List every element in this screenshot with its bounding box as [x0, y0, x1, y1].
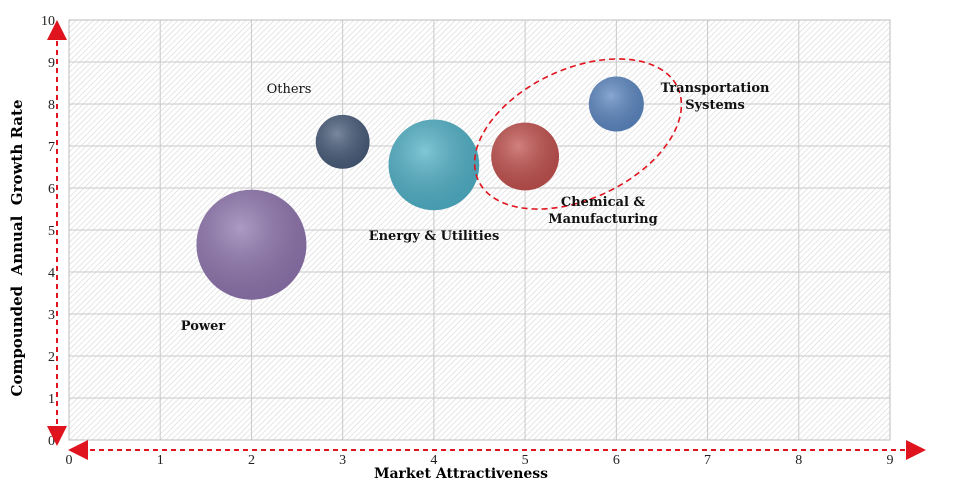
y-tick-label: 8	[48, 98, 55, 113]
y-axis-ticks: 0 1 2 3 4 5 6 7 8 9 10	[41, 14, 55, 449]
x-tick-label: 7	[704, 453, 711, 468]
y-tick-label: 7	[48, 140, 55, 155]
bubble-labels: Power Others Energy & Utilities Chemical & M…	[181, 81, 770, 334]
label-power: Power	[181, 319, 226, 334]
x-axis-title: Market Attractiveness	[374, 466, 548, 482]
label-energy-utilities: Energy & Utilities	[369, 229, 500, 244]
label-chemical-manufacturing: Manufacturing	[548, 212, 657, 227]
x-tick-label: 5	[522, 453, 529, 468]
x-tick-label: 8	[795, 453, 802, 468]
bubble-energy-utilities	[388, 119, 480, 211]
bubble-transportation-systems	[588, 76, 644, 132]
y-tick-label: 2	[48, 350, 55, 365]
y-tick-label: 4	[48, 266, 55, 281]
y-tick-label: 5	[48, 224, 55, 239]
label-chemical-manufacturing: Chemical &	[561, 195, 646, 210]
x-axis-ticks: 0 1 2 3 4 5 6 7 8 9	[66, 453, 894, 468]
x-tick-label: 2	[248, 453, 255, 468]
bubble-power	[196, 189, 307, 300]
y-tick-label: 6	[48, 182, 55, 197]
label-transportation-systems: Transportation	[661, 81, 770, 96]
x-tick-label: 6	[613, 453, 620, 468]
x-tick-label: 9	[887, 453, 894, 468]
y-tick-label: 1	[48, 392, 55, 407]
x-tick-label: 4	[430, 453, 437, 468]
y-tick-label: 10	[41, 14, 55, 29]
y-axis-title: Compounded Annual Growth Rate	[8, 100, 26, 397]
x-tick-label: 1	[157, 453, 164, 468]
y-tick-label: 0	[48, 434, 55, 449]
y-tick-label: 3	[48, 308, 55, 323]
label-transportation-systems: Systems	[685, 98, 745, 113]
bubble-others	[315, 114, 370, 169]
x-tick-label: 3	[339, 453, 346, 468]
x-tick-label: 0	[66, 453, 73, 468]
highlight-ellipse	[473, 58, 683, 210]
y-tick-label: 9	[48, 56, 55, 71]
label-others: Others	[267, 82, 312, 97]
bubble-chemical-manufacturing	[491, 122, 560, 191]
